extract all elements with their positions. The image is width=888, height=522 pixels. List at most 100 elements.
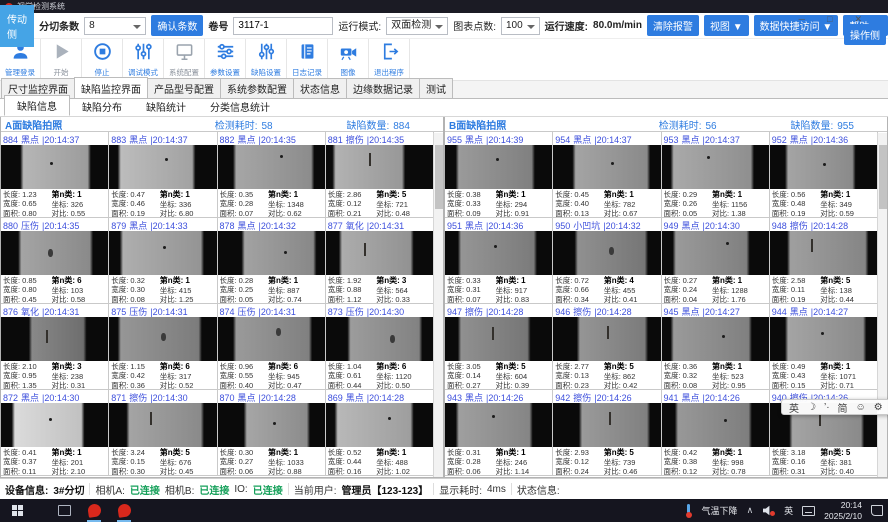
defect-type: 黑点	[465, 221, 484, 231]
param-settings-button[interactable]: 参数设置	[205, 39, 246, 80]
defect-coord: 坐标: 564	[376, 286, 431, 295]
subtab-2[interactable]: 缺陷统计	[146, 103, 186, 114]
close-button[interactable]: ✕	[854, 14, 862, 24]
quick-data-menu-button[interactable]: 数据快捷访问 ▼	[753, 15, 839, 36]
tab-3[interactable]: 系统参数配置	[220, 78, 294, 98]
taskbar-app-explorer[interactable]	[56, 503, 72, 519]
taskbar-app-vision-2[interactable]	[116, 503, 132, 522]
defect-width-label: 宽度:	[771, 199, 789, 209]
tab-2[interactable]: 产品型号配置	[147, 78, 221, 98]
defect-image	[553, 145, 661, 189]
defect-width-label: 宽度:	[663, 371, 681, 381]
ime-language-indicator[interactable]: 英	[784, 506, 794, 516]
defect-area-label: 面积:	[111, 466, 129, 476]
ime-punctuation-toggle[interactable]: ’·	[823, 401, 830, 413]
taskbar-app-vision-1[interactable]	[86, 503, 102, 522]
subtab-0[interactable]: 缺陷信息	[4, 95, 70, 116]
tab-5[interactable]: 边缘数据记录	[346, 78, 420, 98]
debug-mode-button[interactable]: 调试模式	[123, 39, 164, 80]
split-count-select[interactable]: 8	[84, 16, 147, 35]
image-button[interactable]: 图像	[328, 39, 369, 80]
start-button[interactable]	[0, 499, 34, 522]
defect-mark	[492, 326, 495, 340]
log-record-button[interactable]: 日志记录	[287, 39, 328, 80]
defect-class-label: 第n类:	[376, 448, 400, 457]
start-button[interactable]: 开始	[41, 39, 82, 80]
defect-settings-button[interactable]: 缺陷设置	[246, 39, 287, 80]
subtab-1[interactable]: 缺陷分布	[82, 103, 122, 114]
weather-text[interactable]: 气温下降	[701, 506, 738, 516]
volume-icon[interactable]	[762, 505, 776, 516]
operate-side-button[interactable]: 操作侧	[844, 24, 886, 45]
ime-fullhalf-moon-icon[interactable]: ☽	[807, 401, 816, 413]
roll-number-input[interactable]	[233, 16, 334, 35]
tab-6[interactable]: 测试	[419, 78, 453, 98]
system-config-button[interactable]: 系统配置	[164, 39, 205, 80]
subtab-3[interactable]: 分类信息统计	[210, 103, 270, 114]
exit-program-button[interactable]: 退出程序	[369, 39, 410, 80]
action-center-icon[interactable]	[871, 505, 883, 516]
panel-scrollbar[interactable]	[877, 133, 887, 477]
ime-lang-toggle[interactable]: 英	[789, 403, 799, 415]
touch-keyboard-icon[interactable]	[802, 505, 816, 516]
scrollbar-thumb[interactable]	[435, 145, 443, 209]
scrollbar-thumb[interactable]	[879, 145, 887, 209]
chart-points-select[interactable]: 100	[500, 16, 540, 35]
clear-alarm-button[interactable]: 清除报警	[646, 15, 699, 36]
defect-length: 长度: 2.77	[555, 362, 604, 371]
run-mode-select[interactable]: 双面检测	[386, 16, 449, 35]
defect-coord: 坐标: 1033	[268, 458, 323, 467]
defect-coord-label: 坐标:	[376, 458, 394, 467]
drive-side-button[interactable]: 传动侧	[0, 4, 35, 47]
stop-button[interactable]: 停止	[82, 39, 123, 80]
ime-emoji-icon[interactable]: ☺	[855, 401, 866, 413]
view-menu-button[interactable]: 视图 ▼	[703, 15, 749, 36]
defect-type: 黑点	[237, 221, 256, 231]
tab-4[interactable]: 状态信息	[293, 78, 347, 98]
confirm-count-button[interactable]: 确认条数	[151, 15, 204, 36]
tray-expand-chevron[interactable]: ∧	[746, 505, 754, 515]
defect-coord: 坐标: 138	[820, 286, 875, 295]
ime-simplified-toggle[interactable]: 简	[837, 403, 848, 415]
defect-info: 长度:1.92宽度:0.88面积:1.12米数:0.36第n类:3坐标:564对…	[326, 275, 433, 303]
panel-scrollbar[interactable]	[433, 133, 443, 477]
defect-id: 949	[663, 221, 679, 231]
tray-clock[interactable]: 20:14 2025/2/10	[824, 500, 862, 521]
weather-thermometer-icon[interactable]	[685, 503, 693, 518]
ime-settings-gear-icon[interactable]: ⚙	[873, 401, 883, 413]
minimize-button[interactable]: ─	[798, 14, 806, 24]
maximize-button[interactable]: □	[827, 14, 833, 24]
tab-1[interactable]: 缺陷监控界面	[74, 77, 148, 98]
